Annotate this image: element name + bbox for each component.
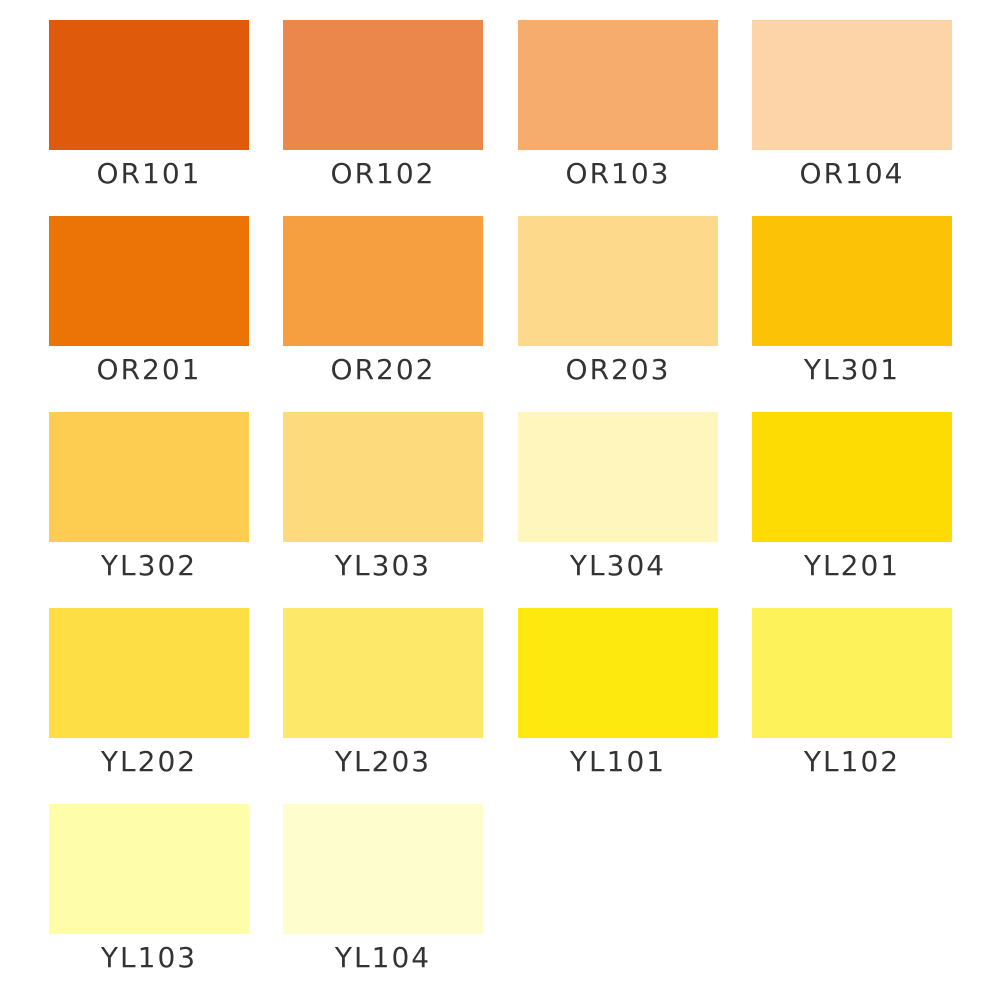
swatch-card: YL303 (283, 412, 483, 592)
swatch-card: YL203 (283, 608, 483, 788)
color-swatch (752, 412, 952, 542)
swatch-label: OR104 (799, 157, 905, 190)
swatch-card: YL301 (752, 216, 952, 396)
color-swatch (49, 608, 249, 738)
color-swatch (752, 216, 952, 346)
swatch-label: YL103 (100, 941, 198, 974)
swatch-card: OR201 (49, 216, 249, 396)
swatch-label: YL201 (803, 549, 901, 582)
swatch-card: YL104 (283, 804, 483, 984)
swatch-card: YL202 (49, 608, 249, 788)
color-swatch (49, 216, 249, 346)
swatch-card: YL302 (49, 412, 249, 592)
swatch-card: OR203 (518, 216, 718, 396)
swatch-label: YL303 (334, 549, 432, 582)
color-swatch (49, 804, 249, 934)
color-swatch (283, 608, 483, 738)
swatch-label: OR102 (330, 157, 436, 190)
color-swatch (283, 20, 483, 150)
color-swatch (518, 216, 718, 346)
swatch-card: YL201 (752, 412, 952, 592)
color-swatch (518, 20, 718, 150)
swatch-label: OR101 (96, 157, 202, 190)
color-swatch (49, 20, 249, 150)
color-swatch (283, 412, 483, 542)
color-swatch (283, 216, 483, 346)
swatch-label: YL203 (334, 745, 432, 778)
swatch-card: OR103 (518, 20, 718, 200)
swatch-label: YL301 (803, 353, 901, 386)
swatch-label: OR203 (565, 353, 671, 386)
swatch-label: YL302 (100, 549, 198, 582)
swatch-label: OR202 (330, 353, 436, 386)
color-swatch (752, 20, 952, 150)
swatch-card: OR101 (49, 20, 249, 200)
color-swatch (518, 412, 718, 542)
swatch-card: YL101 (518, 608, 718, 788)
swatch-card: OR104 (752, 20, 952, 200)
swatch-label: YL104 (334, 941, 432, 974)
swatch-label: YL102 (803, 745, 901, 778)
swatch-card: OR202 (283, 216, 483, 396)
swatch-card: OR102 (283, 20, 483, 200)
swatch-label: YL101 (569, 745, 667, 778)
color-swatch (518, 608, 718, 738)
swatch-label: OR201 (96, 353, 202, 386)
swatch-card: YL102 (752, 608, 952, 788)
color-swatch (283, 804, 483, 934)
swatch-card: YL103 (49, 804, 249, 984)
color-swatch (49, 412, 249, 542)
color-swatch (752, 608, 952, 738)
swatch-label: YL304 (569, 549, 667, 582)
swatch-label: YL202 (100, 745, 198, 778)
swatch-label: OR103 (565, 157, 671, 190)
swatch-card: YL304 (518, 412, 718, 592)
